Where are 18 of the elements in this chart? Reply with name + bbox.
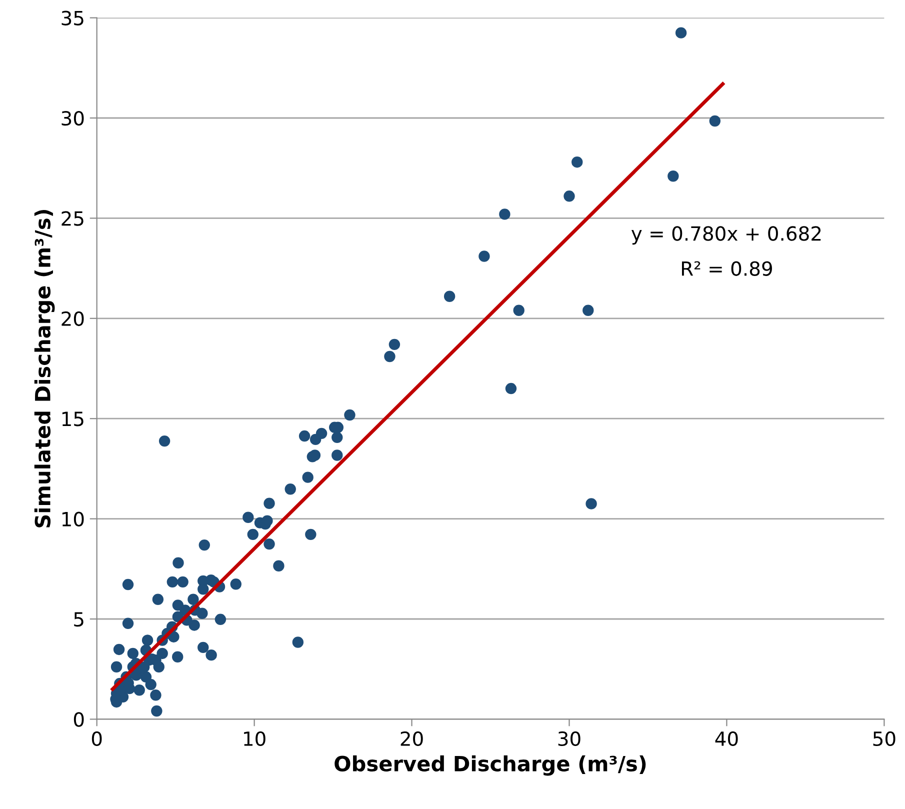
x-tick-label: 40 <box>715 731 738 746</box>
y-tick-label: 20 <box>62 311 84 326</box>
x-axis-title: Observed Discharge (m³/s) <box>334 755 646 776</box>
y-tick-label: 10 <box>62 512 84 526</box>
x-tick-label: 0 <box>92 731 102 746</box>
y-tick-label: 0 <box>74 712 84 727</box>
y-axis-title: Simulated Discharge (m³/s) <box>34 210 55 528</box>
annotation: y = 0.780x + 0.682 <box>631 226 821 245</box>
y-tick-label: 5 <box>74 612 84 627</box>
x-tick-label: 30 <box>558 731 580 746</box>
y-tick-label: 35 <box>62 10 84 26</box>
y-tick-label: 25 <box>62 211 84 226</box>
x-tick-label: 20 <box>400 731 423 746</box>
y-tick-label: 30 <box>62 110 84 126</box>
y-tick-label: 15 <box>62 412 84 426</box>
x-tick-label: 50 <box>873 731 896 746</box>
annotation: R² = 0.89 <box>682 261 772 276</box>
x-tick-label: 10 <box>244 731 266 746</box>
